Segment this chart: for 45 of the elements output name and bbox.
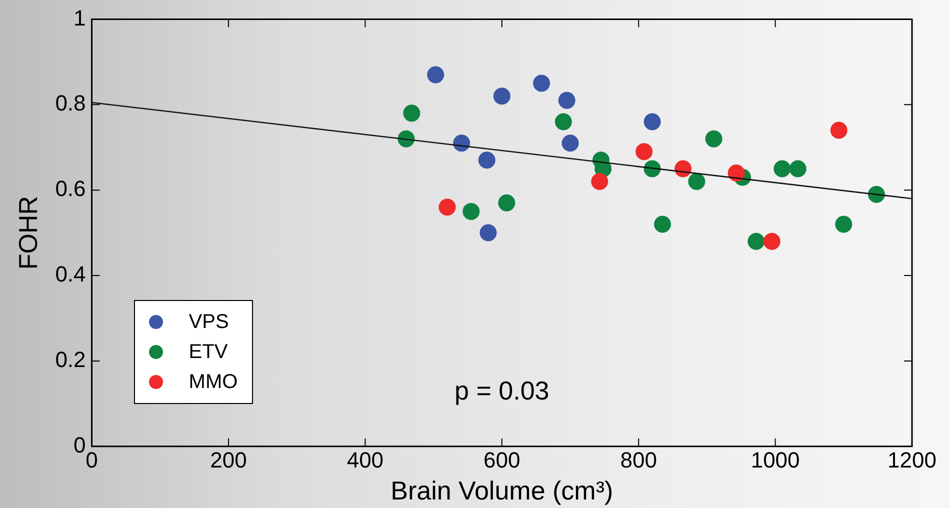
point — [705, 130, 722, 148]
point — [453, 134, 470, 152]
y-tick-label: 0.6 — [55, 176, 86, 202]
point — [674, 160, 692, 178]
x-tick-label: 600 — [484, 448, 520, 473]
point — [498, 194, 516, 212]
x-tick-label: 200 — [210, 448, 247, 473]
point — [763, 232, 780, 250]
x-tick-label: 1000 — [750, 448, 800, 473]
point — [644, 113, 661, 130]
y-axis-title: FOHR — [12, 196, 43, 270]
point — [554, 113, 572, 130]
x-tick-label: 800 — [620, 448, 657, 473]
point — [533, 74, 550, 92]
x-axis-title: Brain Volume (cm³) — [390, 476, 614, 506]
point — [654, 216, 672, 233]
y-tick-label: 0.4 — [55, 262, 86, 287]
point — [403, 104, 420, 122]
y-tick-label: 0.2 — [55, 347, 86, 372]
y-tick-label: 0.8 — [55, 90, 86, 116]
y-tick-label: 0 — [74, 432, 86, 458]
point — [427, 66, 444, 84]
point — [830, 122, 848, 139]
point — [562, 134, 579, 152]
point — [835, 216, 852, 233]
annotation: p = 0.03 — [454, 375, 550, 406]
point — [774, 160, 791, 178]
point — [636, 143, 653, 160]
legend-label: ETV — [188, 340, 229, 365]
point — [591, 173, 608, 190]
point — [478, 152, 496, 169]
point — [688, 173, 706, 190]
point — [728, 164, 745, 182]
point — [438, 198, 456, 216]
x-tick-label: 1200 — [888, 448, 936, 473]
point — [493, 88, 510, 105]
y-tick-label: 1 — [74, 5, 86, 30]
legend-label: VPS — [188, 310, 230, 335]
point — [462, 202, 480, 220]
legend-label: MMO — [188, 370, 238, 395]
point — [789, 160, 806, 178]
point — [558, 92, 576, 109]
point — [480, 224, 497, 242]
point — [748, 232, 765, 250]
x-tick-label: 400 — [346, 448, 384, 473]
